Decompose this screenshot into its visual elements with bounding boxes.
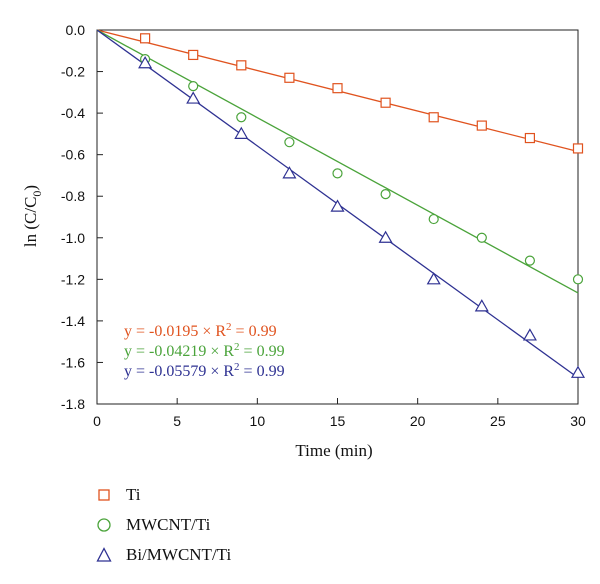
y-axis-title-main: ln (C/C [21, 197, 40, 248]
square-legend-icon [98, 489, 110, 501]
circle-marker [284, 137, 295, 148]
eq-suffix: = 0.99 [240, 363, 285, 380]
x-tick-label: 5 [173, 413, 181, 429]
y-axis-title: ln (C/C0) [21, 185, 44, 247]
data-markers [138, 33, 586, 378]
y-tick-label: -0.8 [61, 188, 85, 204]
triangle-legend-icon [96, 547, 112, 562]
eq-superscript: 2 [234, 361, 240, 373]
x-tick-label: 30 [570, 413, 586, 429]
triangle-marker [330, 199, 345, 212]
triangle-marker [186, 91, 201, 104]
circle-legend-icon [97, 518, 111, 532]
x-tick-label: 10 [250, 413, 266, 429]
triangle-marker [570, 365, 586, 378]
legend-label: Bi/MWCNT/Ti [126, 545, 232, 564]
y-axis-title-sub: 0 [30, 191, 44, 197]
y-tick-label: -1.4 [61, 313, 85, 329]
eq-prefix: y = -0.05579 × R [124, 363, 234, 380]
x-tick-label: 0 [93, 413, 101, 429]
x-tick-label: 20 [410, 413, 426, 429]
y-tick-label: -0.4 [61, 105, 85, 121]
circle-marker [476, 232, 487, 243]
square-marker [572, 143, 584, 154]
legend-item: Ti [96, 480, 231, 510]
square-marker [236, 60, 247, 71]
circle-marker [188, 80, 199, 92]
fit-equations: y = -0.0195 × R2 = 0.99y = -0.04219 × R2… [124, 321, 285, 380]
y-tick-label: -0.6 [61, 147, 85, 163]
fit-line [96, 29, 579, 294]
legend-label: Ti [126, 485, 141, 504]
legend: Ti MWCNT/Ti Bi/MWCNT/Ti [96, 480, 231, 570]
triangle-marker [426, 272, 441, 285]
fit-equation: y = -0.0195 × R2 = 0.99 [124, 321, 277, 340]
triangle-marker [378, 230, 393, 243]
circle-marker [236, 112, 247, 123]
triangle-marker [282, 166, 297, 179]
triangle-marker [522, 328, 537, 341]
circle-marker [428, 213, 439, 225]
x-axis-title: Time (min) [295, 441, 372, 460]
square-marker [380, 97, 391, 108]
eq-superscript: 2 [234, 341, 240, 353]
legend-item: Bi/MWCNT/Ti [96, 540, 231, 570]
y-tick-label: -0.2 [61, 64, 85, 80]
x-tick-label: 25 [490, 413, 506, 429]
square-marker [524, 132, 536, 144]
eq-suffix: = 0.99 [232, 323, 277, 340]
triangle-marker [234, 126, 249, 139]
fit-equation: y = -0.05579 × R2 = 0.99 [124, 361, 285, 380]
y-tick-label: -1.2 [61, 271, 85, 287]
circle-marker [380, 189, 391, 200]
eq-prefix: y = -0.0195 × R [124, 323, 226, 340]
square-marker [332, 83, 343, 94]
square-marker [428, 112, 439, 123]
circle-marker [524, 255, 536, 266]
square-marker [476, 120, 487, 131]
square-marker [140, 33, 151, 44]
y-axis-title-end: ) [21, 185, 40, 191]
triangle-marker [138, 56, 153, 69]
chart: 0 5 10 15 20 25 300.0-0.2-0.4-0.6-0.8-1.0-1.2-… [21, 22, 586, 460]
square-marker [284, 72, 295, 83]
y-tick-label: -1.8 [61, 396, 85, 412]
x-tick-label: 15 [330, 413, 346, 429]
circle-marker [332, 168, 343, 179]
legend-item: MWCNT/Ti [96, 510, 231, 540]
circle-marker [572, 274, 584, 285]
y-tick-label: -1.0 [61, 230, 85, 246]
square-marker [188, 49, 199, 61]
eq-superscript: 2 [226, 321, 232, 333]
eq-suffix: = 0.99 [240, 343, 285, 360]
triangle-marker [474, 299, 489, 312]
fit-equation: y = -0.04219 × R2 = 0.99 [124, 341, 285, 360]
legend-label: MWCNT/Ti [126, 515, 211, 534]
eq-prefix: y = -0.04219 × R [124, 343, 234, 360]
y-tick-label: 0.0 [66, 22, 86, 38]
y-tick-label: -1.6 [61, 354, 85, 370]
axis-ticks: 0 5 10 15 20 25 30 0.0 -0.2 -0.4 -0.6 -0.8 -1.0 -1.2 -… [61, 22, 586, 429]
